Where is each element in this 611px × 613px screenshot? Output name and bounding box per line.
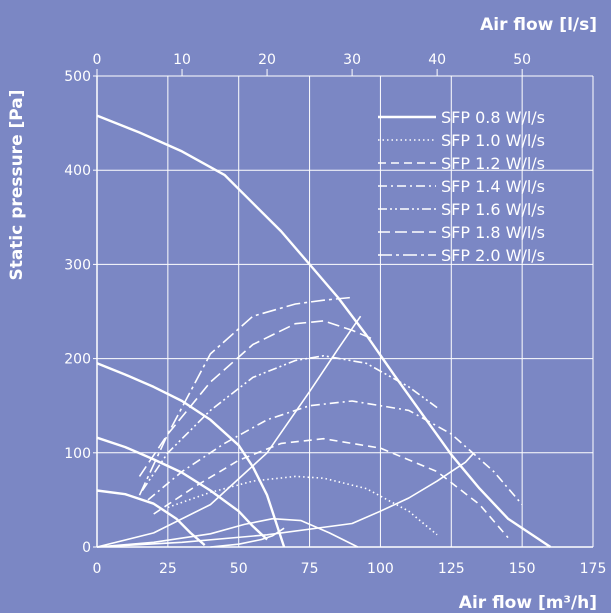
y-tick-label: 0	[82, 540, 91, 556]
legend-label: SFP 1.8 W/l/s	[441, 223, 545, 242]
x-tick-label: 50	[230, 561, 248, 577]
series-line	[96, 315, 362, 548]
legend-label: SFP 1.0 W/l/s	[441, 131, 545, 150]
x-tick-label: 150	[509, 561, 536, 577]
legend-label: SFP 1.6 W/l/s	[441, 200, 545, 219]
legend-label: SFP 1.4 W/l/s	[441, 177, 545, 196]
x2-tick-label: 10	[173, 52, 191, 68]
y-tick-label: 200	[64, 352, 91, 368]
series-line	[147, 400, 523, 506]
y-tick-label: 300	[64, 257, 91, 273]
x-tick-label: 125	[438, 561, 465, 577]
system-curve	[96, 452, 475, 548]
y-tick-label: 500	[64, 69, 91, 85]
x-tick-label: 100	[367, 561, 394, 577]
y-axis-title: Static pressure [Pa]	[7, 89, 27, 280]
x2-tick-label: 40	[428, 52, 446, 68]
series-line	[153, 437, 509, 539]
grid	[93, 69, 594, 548]
y-tick-label: 100	[64, 446, 91, 462]
legend: SFP 0.8 W/l/s SFP 1.0 W/l/s SFP 1.2 W/l/s S…	[378, 108, 545, 265]
top-axis-title: Air flow [l/s]	[480, 15, 597, 35]
series-line	[138, 320, 376, 477]
x-tick-label: 175	[580, 561, 607, 577]
series-line	[141, 355, 438, 491]
x-tick-label: 25	[159, 561, 177, 577]
legend-label: SFP 1.2 W/l/s	[441, 154, 545, 173]
x-tick-label: 75	[301, 561, 319, 577]
y-tick-label: 400	[64, 163, 91, 179]
legend-label: SFP 0.8 W/l/s	[441, 108, 545, 127]
x2-tick-label: 0	[93, 52, 102, 68]
x2-tick-label: 30	[343, 52, 361, 68]
x2-tick-label: 50	[513, 52, 531, 68]
bottom-axis-title: Air flow [m³/h]	[459, 593, 597, 613]
x2-tick-label: 20	[258, 52, 276, 68]
legend-label: SFP 2.0 W/l/s	[441, 246, 545, 265]
fan-curve	[96, 114, 552, 548]
system-curve	[96, 517, 359, 548]
fan-curve	[96, 489, 206, 547]
curves	[96, 114, 552, 548]
fan-curve	[96, 362, 286, 548]
series-line	[138, 296, 353, 496]
x-tick-label: 0	[93, 561, 102, 577]
series-line	[167, 475, 438, 536]
